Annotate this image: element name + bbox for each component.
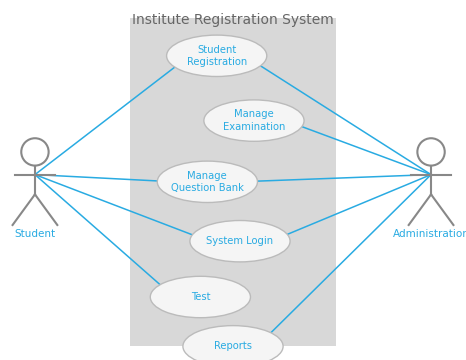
Text: System Login: System Login xyxy=(206,236,274,246)
Text: Institute Registration System: Institute Registration System xyxy=(132,13,334,27)
Text: Reports: Reports xyxy=(214,341,252,351)
Ellipse shape xyxy=(158,161,258,202)
Text: Manage
Question Bank: Manage Question Bank xyxy=(171,171,244,193)
Text: Test: Test xyxy=(191,292,210,302)
Ellipse shape xyxy=(190,220,290,262)
FancyBboxPatch shape xyxy=(130,18,336,346)
Text: Student: Student xyxy=(14,229,55,239)
Ellipse shape xyxy=(204,100,304,141)
Ellipse shape xyxy=(150,276,251,318)
Ellipse shape xyxy=(183,325,283,360)
Text: Administration: Administration xyxy=(393,229,466,239)
Text: Student
Registration: Student Registration xyxy=(186,45,247,67)
Text: Manage
Examination: Manage Examination xyxy=(223,109,285,132)
Ellipse shape xyxy=(167,35,267,77)
